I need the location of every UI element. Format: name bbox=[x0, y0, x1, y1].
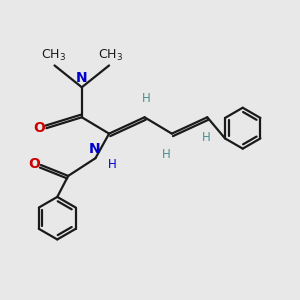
Text: O: O bbox=[34, 121, 46, 135]
Text: H: H bbox=[142, 92, 150, 105]
Text: N: N bbox=[76, 71, 88, 85]
Text: H: H bbox=[107, 158, 116, 172]
Text: N: N bbox=[88, 142, 100, 156]
Text: H: H bbox=[202, 131, 210, 144]
Text: CH$_3$: CH$_3$ bbox=[98, 48, 123, 63]
Text: CH$_3$: CH$_3$ bbox=[40, 48, 66, 63]
Text: O: O bbox=[28, 157, 40, 171]
Text: H: H bbox=[162, 148, 171, 160]
